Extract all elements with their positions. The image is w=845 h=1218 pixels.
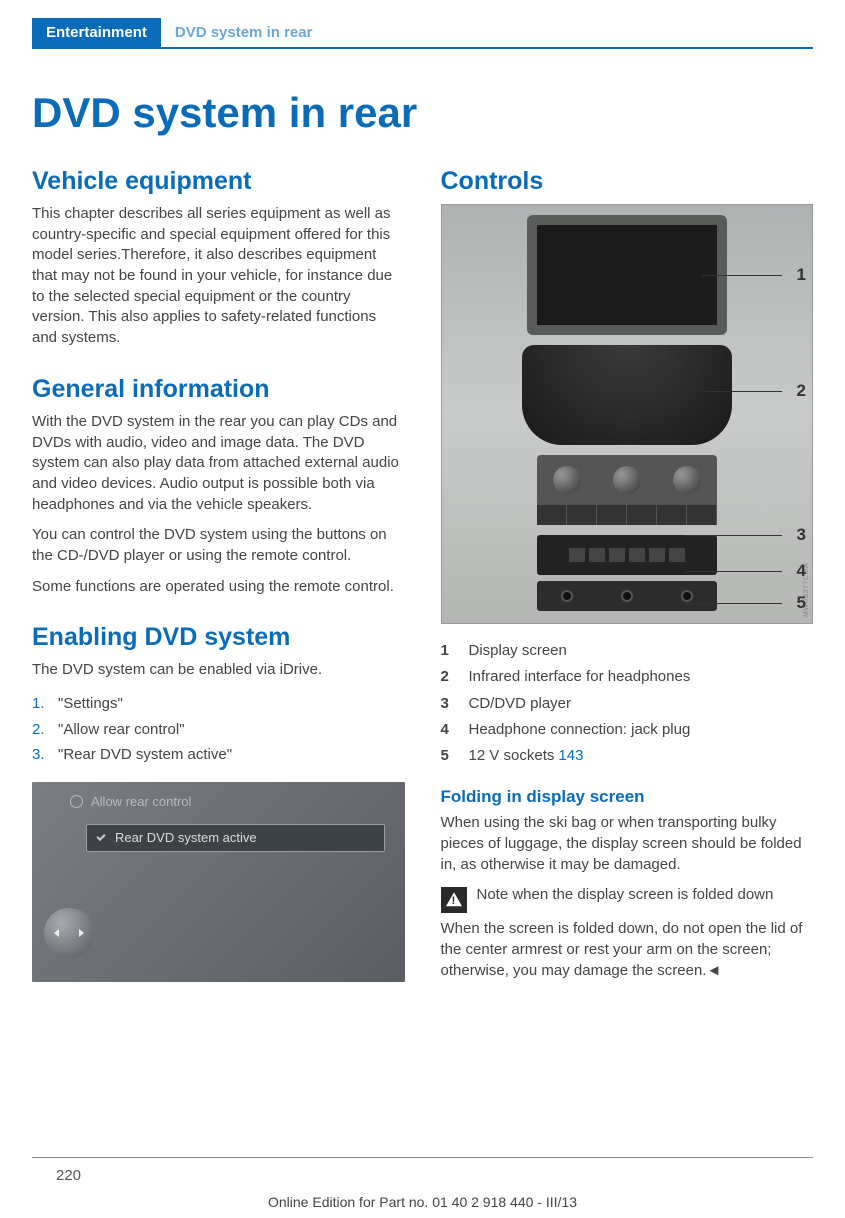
knob-icon	[613, 466, 641, 494]
controls-diagram: MWG5377CMA 12345	[441, 204, 814, 624]
paragraph: Some functions are operated using the re…	[32, 577, 405, 598]
steps-list: "Settings""Allow rear control""Rear DVD …	[32, 691, 405, 768]
content-columns: Vehicle equipment This chapter describes…	[32, 167, 813, 991]
footer-edition: Online Edition for Part no. 01 40 2 918 …	[0, 1194, 845, 1210]
header-tab: Entertainment	[32, 18, 161, 47]
idrive-screenshot: Allow rear control Rear DVD system activ…	[32, 782, 405, 982]
check-icon	[96, 831, 105, 840]
paragraph: You can control the DVD system using the…	[32, 525, 405, 566]
diagram-lead: 2	[704, 381, 806, 401]
diagram-panel	[537, 455, 717, 525]
page-number: 220	[56, 1167, 81, 1184]
diagram-lead: 1	[702, 265, 806, 285]
warning-text: Note when the display screen is folded d…	[477, 885, 774, 906]
paragraph: The DVD system can be enabled via iDrive…	[32, 660, 405, 681]
warning-icon	[441, 887, 467, 913]
diagram-base	[522, 345, 732, 445]
knob-icon	[553, 466, 581, 494]
header-bar: Entertainment DVD system in rear	[32, 18, 813, 49]
heading-controls: Controls	[441, 167, 814, 196]
diagram-screen	[527, 215, 727, 335]
screenshot-header-text: Allow rear control	[91, 794, 191, 809]
step-item: "Allow rear control"	[32, 717, 405, 743]
screenshot-row-text: Rear DVD system active	[115, 830, 257, 845]
gear-icon	[70, 795, 83, 808]
diagram-lead: 3	[686, 525, 806, 545]
heading-vehicle-equipment: Vehicle equipment	[32, 167, 405, 196]
heading-enabling-dvd: Enabling DVD system	[32, 623, 405, 652]
footer-rule	[32, 1157, 813, 1158]
step-item: "Rear DVD system active"	[32, 742, 405, 768]
step-item: "Settings"	[32, 691, 405, 717]
diagram-lead: 4	[686, 561, 806, 581]
diagram-lead: 5	[686, 593, 806, 613]
legend-row: 2Infrared interface for headphones	[441, 664, 814, 690]
header-breadcrumb: DVD system in rear	[161, 18, 327, 47]
warning-box: Note when the display screen is folded d…	[441, 885, 814, 913]
legend-row: 512 V sockets143	[441, 743, 814, 769]
screenshot-row: Rear DVD system active	[86, 824, 385, 852]
legend-row: 1Display screen	[441, 638, 814, 664]
jack-icon	[561, 590, 573, 602]
legend-row: 4Headphone connection: jack plug	[441, 717, 814, 743]
screenshot-header: Allow rear control	[70, 794, 191, 809]
right-column: Controls MWG5377CMA 12345 1Display scree…	[441, 167, 814, 991]
left-column: Vehicle equipment This chapter describes…	[32, 167, 405, 991]
knob-icon	[673, 466, 701, 494]
controls-legend: 1Display screen2Infrared interface for h…	[441, 638, 814, 769]
legend-row: 3CD/DVD player	[441, 691, 814, 717]
diagram-knobs	[537, 455, 717, 505]
heading-folding: Folding in display screen	[441, 787, 814, 807]
page-title: DVD system in rear	[32, 89, 813, 137]
controller-knob-icon	[44, 908, 94, 958]
heading-general-information: General information	[32, 375, 405, 404]
diagram-buttons	[537, 505, 717, 525]
paragraph: With the DVD system in the rear you can …	[32, 412, 405, 515]
paragraph: When using the ski bag or when transport…	[441, 813, 814, 875]
paragraph: When the screen is folded down, do not o…	[441, 919, 814, 981]
paragraph: This chapter describes all series equipm…	[32, 204, 405, 349]
jack-icon	[621, 590, 633, 602]
page-reference-link[interactable]: 143	[558, 747, 583, 764]
